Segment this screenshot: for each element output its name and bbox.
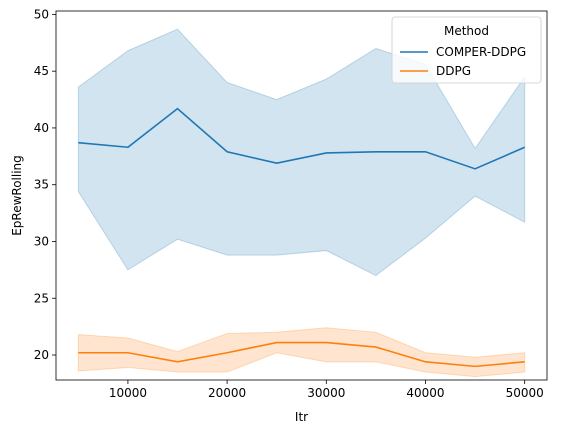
legend-items: COMPER-DDPG DDPG: [400, 45, 526, 78]
line-ddpg: [78, 341, 525, 368]
legend-title: Method: [444, 24, 489, 38]
y-tick-label: 40: [34, 121, 49, 135]
x-tick-label: 50000: [506, 386, 544, 400]
y-tick-label: 20: [34, 348, 49, 362]
band-comper-ddpg: [77, 28, 526, 277]
legend-box: [391, 16, 542, 84]
legend-label-ddpg: DDPG: [436, 64, 471, 78]
series-lines: [78, 107, 525, 368]
y-tick-label: 35: [34, 178, 49, 192]
y-axis-label: EpRewRolling: [10, 155, 24, 236]
confidence-bands: [77, 28, 526, 378]
y-tick-label: 50: [34, 7, 49, 21]
x-tick-label: 20000: [208, 386, 246, 400]
band-ddpg: [77, 327, 526, 378]
line-comper-ddpg: [78, 107, 525, 170]
x-tick-label: 10000: [109, 386, 147, 400]
legend: Method COMPER-DDPG DDPG: [391, 16, 542, 84]
x-axis-label: Itr: [295, 410, 308, 424]
y-axis-ticks: 20 25 30 35 40 45 50: [34, 7, 56, 362]
y-tick-label: 30: [34, 234, 49, 248]
y-tick-label: 25: [34, 291, 49, 305]
x-tick-label: 40000: [406, 386, 444, 400]
x-tick-label: 30000: [307, 386, 345, 400]
legend-label-comper-ddpg: COMPER-DDPG: [436, 45, 526, 59]
plot-frame: [55, 10, 548, 381]
x-axis-ticks: 10000 20000 30000 40000 50000: [109, 380, 544, 400]
y-tick-label: 45: [34, 64, 49, 78]
